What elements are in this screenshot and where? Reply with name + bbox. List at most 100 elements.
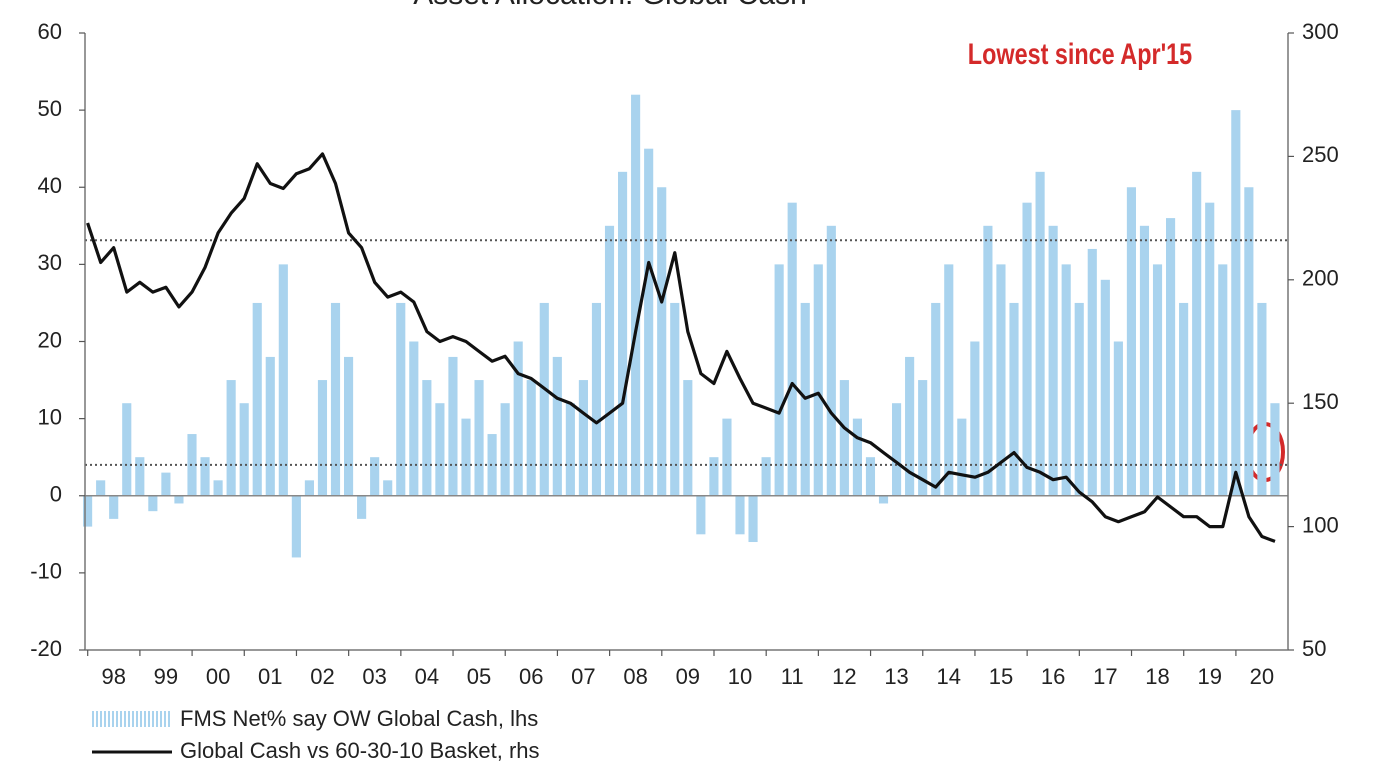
legend-swatch-bar — [92, 711, 172, 727]
bar — [657, 187, 667, 496]
y-tick-label: 20 — [38, 327, 62, 352]
bar — [591, 302, 602, 496]
bar — [1257, 302, 1267, 496]
bar — [330, 302, 341, 496]
bar — [1218, 264, 1228, 496]
bar — [931, 302, 941, 496]
bar — [722, 418, 732, 496]
bar — [1179, 302, 1189, 496]
bar — [1192, 171, 1202, 496]
x-tick-label: 12 — [832, 664, 856, 689]
plot-area — [83, 94, 1280, 558]
bar — [1035, 171, 1045, 496]
bar — [226, 380, 236, 496]
y-tick-label: 30 — [38, 250, 62, 275]
chart-title: Asset Allocation: Global Cash — [413, 0, 807, 11]
bar — [148, 495, 158, 512]
bar — [174, 495, 184, 504]
bar — [1074, 302, 1084, 496]
bar — [304, 480, 314, 496]
x-tick-label: 13 — [884, 664, 908, 689]
annotation: Lowest since Apr'15 — [968, 37, 1192, 70]
bar — [944, 264, 954, 496]
x-tick-label: 16 — [1041, 664, 1065, 689]
legend: FMS Net% say OW Global Cash, lhs Global … — [92, 706, 540, 762]
bar — [265, 356, 275, 496]
bar — [709, 457, 719, 496]
bar — [1152, 264, 1163, 496]
y-tick-label: 0 — [50, 482, 62, 507]
x-tick-label: 11 — [781, 664, 804, 689]
bar — [604, 225, 615, 496]
bar — [526, 380, 536, 496]
bar — [852, 418, 862, 496]
bar — [565, 403, 575, 496]
bar — [644, 148, 654, 496]
bar — [213, 480, 223, 496]
bar — [370, 457, 380, 496]
x-tick-label: 09 — [676, 664, 700, 689]
y-tick-label: 50 — [38, 96, 62, 121]
x-tick-label: 04 — [415, 664, 439, 689]
bar — [343, 356, 354, 496]
bar — [422, 380, 432, 496]
y2-tick-label: 250 — [1302, 142, 1339, 167]
bar — [905, 356, 915, 496]
bar — [1270, 403, 1280, 496]
bar — [578, 380, 588, 496]
bar — [239, 403, 249, 496]
bar — [1139, 225, 1150, 496]
bar — [1009, 302, 1019, 496]
bar — [122, 403, 132, 496]
x-tick-label: 19 — [1197, 664, 1221, 689]
bar — [487, 434, 497, 496]
y-tick-label: 60 — [38, 19, 62, 44]
bar — [539, 302, 549, 496]
bar — [474, 380, 484, 496]
x-tick-label: 01 — [258, 664, 282, 689]
y-tick-label: -10 — [30, 559, 62, 584]
bar — [409, 341, 419, 496]
bar — [892, 403, 902, 496]
bar — [291, 495, 301, 558]
x-tick-label: 15 — [989, 664, 1013, 689]
bar — [748, 495, 758, 543]
x-tick-label: 06 — [519, 664, 543, 689]
x-tick-label: 03 — [362, 664, 386, 689]
bar — [1244, 187, 1254, 496]
bar — [839, 380, 849, 496]
y2-tick-label: 300 — [1302, 19, 1339, 44]
bar — [683, 380, 693, 496]
x-tick-label: 10 — [728, 664, 752, 689]
y-tick-label: 40 — [38, 173, 62, 198]
bar — [500, 403, 510, 496]
bar — [1166, 218, 1176, 496]
x-tick-label: 18 — [1145, 664, 1169, 689]
bar — [357, 495, 367, 519]
bar — [826, 225, 836, 496]
bar — [161, 472, 171, 496]
bar — [617, 171, 628, 496]
bar — [252, 302, 262, 496]
bar — [735, 495, 745, 535]
bar — [787, 202, 797, 496]
x-tick-label: 98 — [101, 664, 125, 689]
bar — [461, 418, 471, 496]
bar — [1126, 187, 1136, 496]
bar — [1231, 110, 1241, 496]
x-tick-label: 05 — [467, 664, 491, 689]
bar — [813, 264, 823, 496]
bar — [1113, 341, 1123, 496]
bar — [396, 302, 406, 496]
x-tick-label: 07 — [571, 664, 595, 689]
bar — [1061, 264, 1071, 496]
bar — [696, 495, 706, 535]
legend-label: FMS Net% say OW Global Cash, lhs — [180, 706, 538, 731]
bar — [970, 341, 980, 496]
x-tick-label: 00 — [206, 664, 230, 689]
bar — [200, 457, 210, 496]
y2-tick-label: 50 — [1302, 636, 1326, 661]
x-tick-label: 20 — [1250, 664, 1274, 689]
line — [86, 152, 1276, 543]
